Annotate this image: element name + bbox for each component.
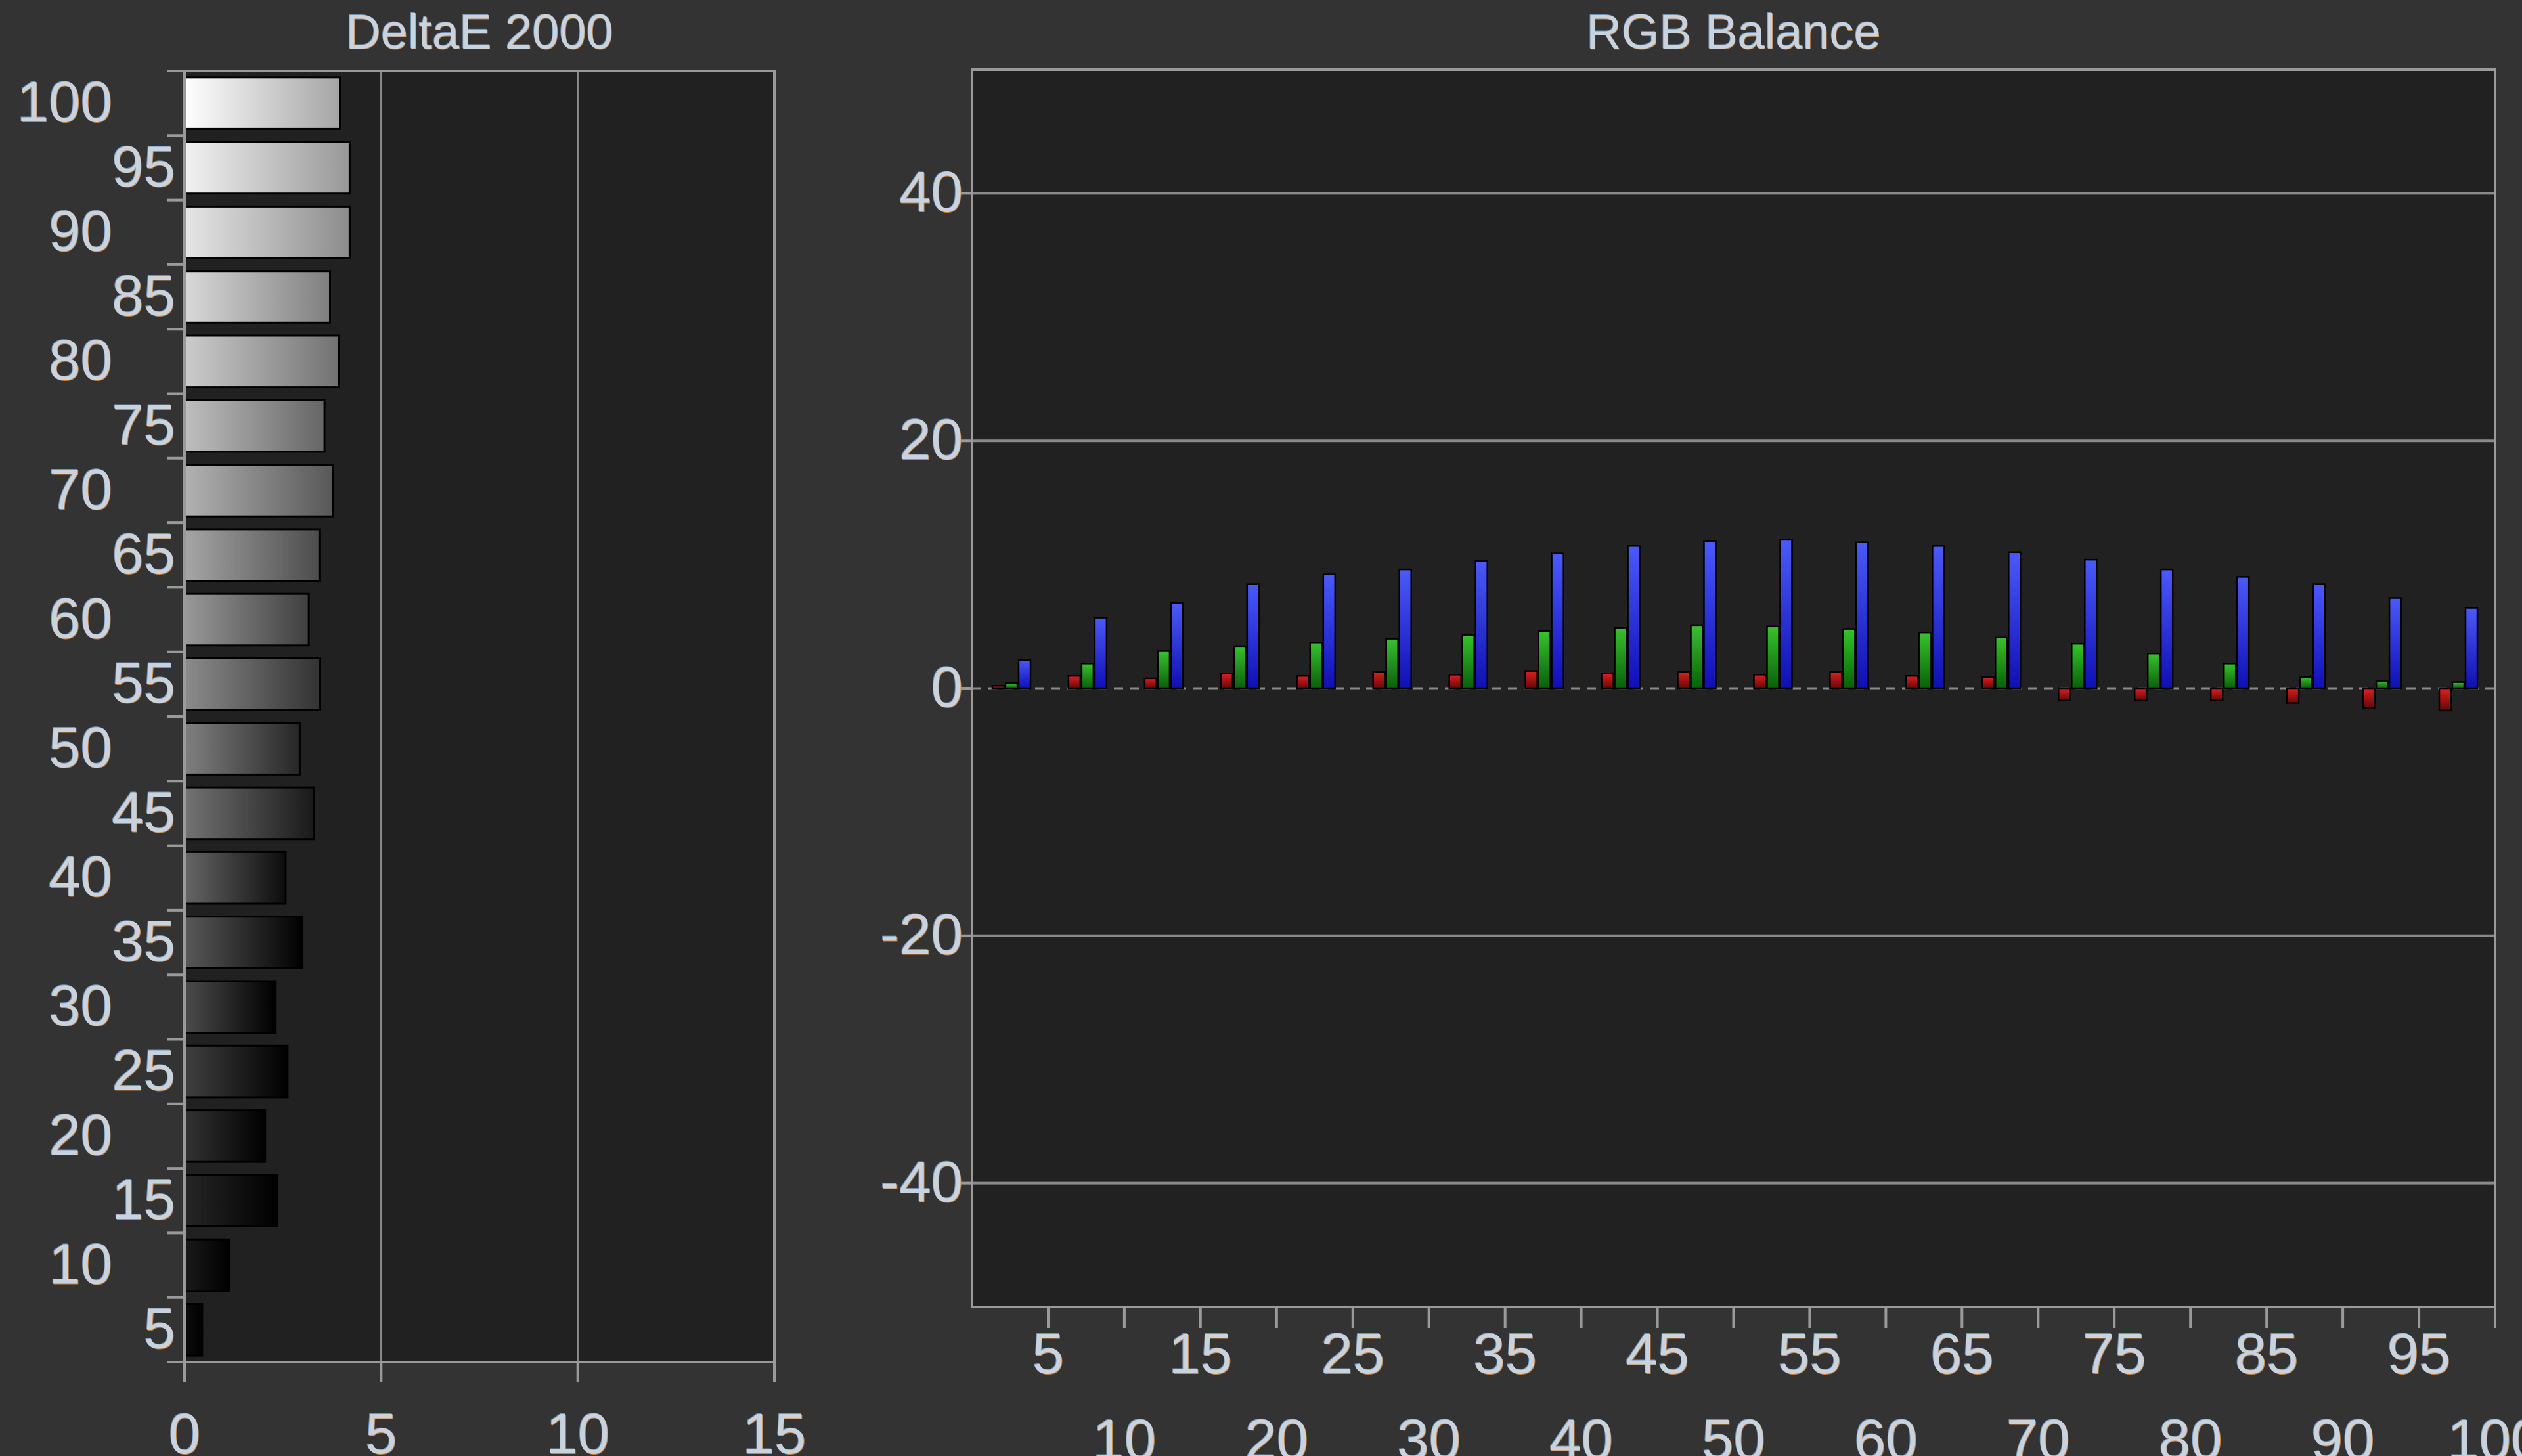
svg-text:50: 50 bbox=[1702, 1408, 1765, 1456]
svg-text:75: 75 bbox=[112, 393, 175, 456]
svg-text:RGB Balance: RGB Balance bbox=[1586, 5, 1880, 59]
svg-text:40: 40 bbox=[49, 845, 112, 909]
svg-text:95: 95 bbox=[112, 135, 175, 198]
svg-text:25: 25 bbox=[112, 1038, 175, 1102]
svg-text:0: 0 bbox=[931, 655, 963, 719]
svg-text:30: 30 bbox=[49, 974, 112, 1038]
svg-text:60: 60 bbox=[49, 586, 112, 650]
svg-text:20: 20 bbox=[899, 408, 963, 472]
svg-text:5: 5 bbox=[1032, 1322, 1064, 1386]
svg-text:35: 35 bbox=[1473, 1322, 1537, 1386]
svg-text:15: 15 bbox=[743, 1402, 807, 1456]
svg-text:80: 80 bbox=[49, 328, 112, 392]
svg-text:55: 55 bbox=[112, 651, 175, 715]
svg-text:-20: -20 bbox=[880, 903, 963, 967]
svg-text:35: 35 bbox=[112, 910, 175, 973]
svg-text:65: 65 bbox=[112, 522, 175, 586]
svg-text:75: 75 bbox=[2083, 1322, 2146, 1386]
svg-text:20: 20 bbox=[1245, 1408, 1308, 1456]
svg-text:10: 10 bbox=[546, 1402, 609, 1456]
svg-text:10: 10 bbox=[1093, 1408, 1157, 1456]
svg-text:0: 0 bbox=[169, 1402, 200, 1456]
svg-text:90: 90 bbox=[49, 200, 112, 263]
svg-text:65: 65 bbox=[1930, 1322, 1994, 1386]
svg-text:15: 15 bbox=[1168, 1322, 1232, 1386]
svg-text:5: 5 bbox=[365, 1402, 397, 1456]
svg-text:15: 15 bbox=[112, 1168, 175, 1231]
svg-text:60: 60 bbox=[1854, 1408, 1918, 1456]
svg-text:85: 85 bbox=[112, 264, 175, 328]
svg-text:5: 5 bbox=[144, 1297, 175, 1361]
svg-text:95: 95 bbox=[2387, 1322, 2451, 1386]
svg-text:50: 50 bbox=[49, 716, 112, 780]
svg-text:90: 90 bbox=[2311, 1408, 2375, 1456]
svg-text:100: 100 bbox=[17, 70, 112, 134]
svg-text:45: 45 bbox=[112, 780, 175, 844]
svg-text:25: 25 bbox=[1321, 1322, 1384, 1386]
svg-text:DeltaE 2000: DeltaE 2000 bbox=[345, 5, 613, 59]
svg-text:45: 45 bbox=[1626, 1322, 1689, 1386]
svg-text:70: 70 bbox=[2006, 1408, 2070, 1456]
svg-text:70: 70 bbox=[49, 458, 112, 521]
svg-text:55: 55 bbox=[1778, 1322, 1842, 1386]
svg-text:40: 40 bbox=[1549, 1408, 1613, 1456]
svg-text:100: 100 bbox=[2447, 1408, 2522, 1456]
svg-text:85: 85 bbox=[2235, 1322, 2299, 1386]
svg-text:-40: -40 bbox=[880, 1150, 963, 1214]
svg-text:80: 80 bbox=[2159, 1408, 2223, 1456]
svg-text:30: 30 bbox=[1397, 1408, 1461, 1456]
svg-text:40: 40 bbox=[899, 160, 963, 224]
svg-text:10: 10 bbox=[49, 1232, 112, 1296]
svg-text:20: 20 bbox=[49, 1103, 112, 1167]
